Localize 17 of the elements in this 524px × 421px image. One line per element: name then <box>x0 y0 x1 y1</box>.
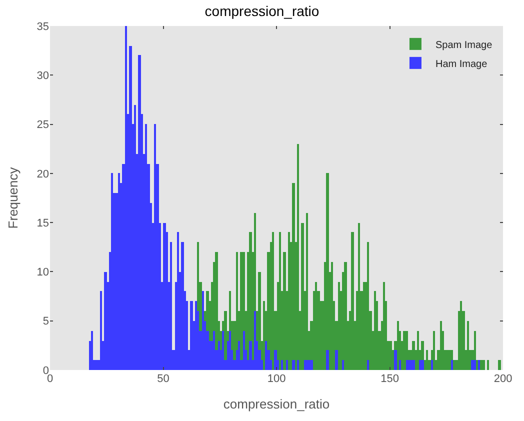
y-tick-label: 10 <box>36 266 49 279</box>
x-tick-label: 50 <box>157 373 170 385</box>
x-tick-label: 100 <box>267 373 286 385</box>
y-tick-label: 20 <box>36 168 49 180</box>
y-tick-label: 25 <box>36 119 49 132</box>
x-axis-title: compression_ratio <box>223 396 330 412</box>
x-tick-label: 200 <box>494 373 512 385</box>
y-axis-title: Frequency <box>6 166 21 229</box>
y-tick-label: 0 <box>42 364 49 377</box>
legend-label: Ham Image <box>435 58 488 70</box>
y-tick-label: 30 <box>36 70 49 82</box>
y-tick-label: 35 <box>36 20 49 33</box>
y-tick-label: 5 <box>42 316 49 328</box>
y-tick-label: 15 <box>36 217 49 230</box>
x-tick-label: 150 <box>380 373 399 385</box>
legend-label: Spam Image <box>435 40 493 51</box>
chart-title: compression_ratio <box>204 3 320 20</box>
